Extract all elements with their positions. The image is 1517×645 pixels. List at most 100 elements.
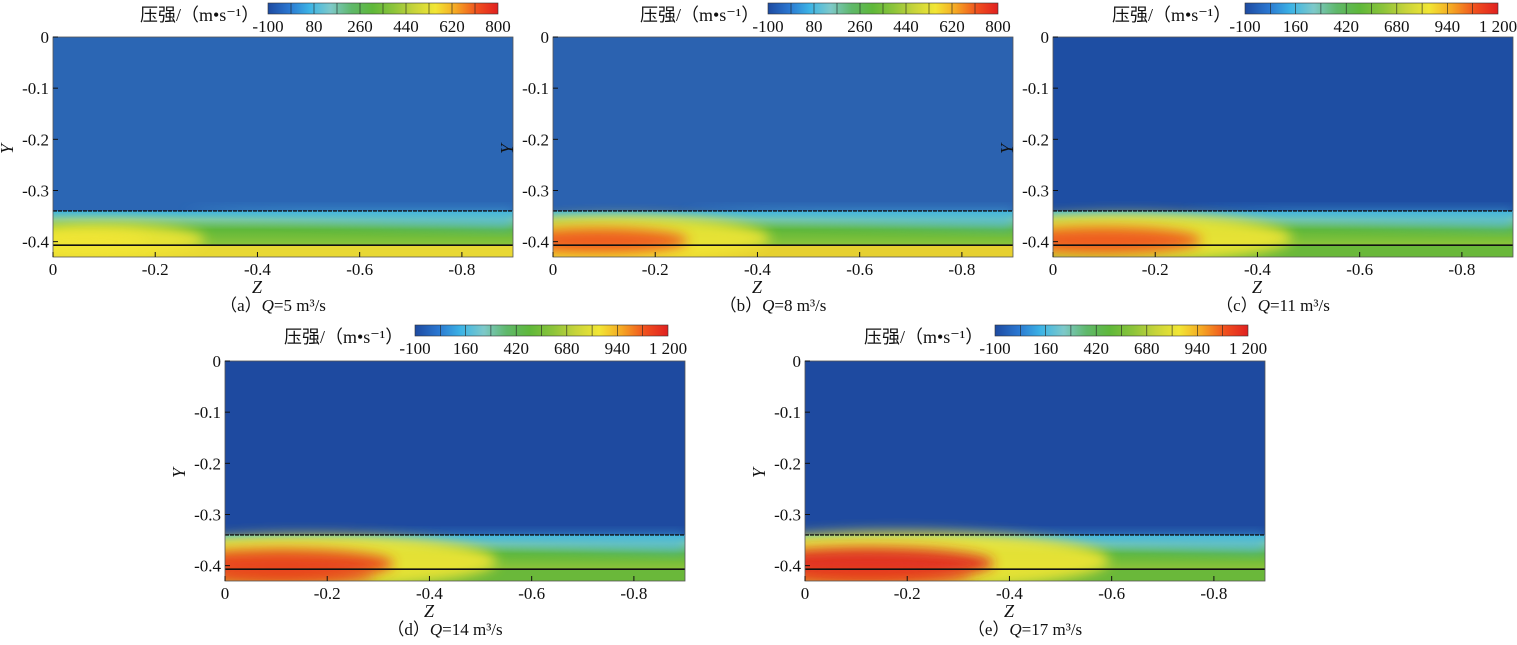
caption-flow: =17 m³/s (1022, 620, 1083, 639)
colorbar-tick-label: 420 (503, 339, 529, 358)
colorbar-tick-label: -100 (399, 339, 430, 358)
colorbar-tick-label: 620 (939, 17, 965, 36)
caption-prefix: （a） (220, 296, 262, 315)
colorbar: -100 160 420 680 940 1 200 压强/（m•s⁻¹） (284, 324, 687, 358)
peak-pressure-zone (53, 232, 148, 252)
colorbar-tick-label: 80 (806, 17, 823, 36)
colorbar-tick-label: 940 (605, 339, 631, 358)
x-tick-label: -0.4 (244, 260, 271, 279)
caption-flow: =14 m³/s (442, 620, 503, 639)
plot-area (1053, 37, 1513, 257)
low-pressure-tail (680, 210, 1013, 229)
y-tick-label: -0.1 (1022, 79, 1049, 98)
y-axis-label: Y (749, 466, 769, 478)
colorbar: -100 80 260 440 620 800 压强/（m•s⁻¹） (140, 2, 511, 36)
colorbar-tick-label: 1 200 (1479, 17, 1517, 36)
x-axis-label: Z (1252, 277, 1263, 297)
colorbar-tick-label: -100 (252, 17, 283, 36)
panel-caption: （c）Q=11 m³/s (1216, 296, 1330, 315)
y-tick-label: 0 (41, 28, 50, 47)
colorbar-tick-label: 800 (485, 17, 511, 36)
panel-caption: （e）Q=17 m³/s (968, 620, 1082, 639)
caption-prefix: （e） (968, 620, 1010, 639)
x-axis-label: Z (252, 277, 263, 297)
panel-a: 0-0.2-0.4-0.6-0.80-0.1-0.2-0.3-0.4ZY（a）Q… (0, 2, 514, 315)
low-pressure-tail (1180, 210, 1513, 229)
y-tick-label: -0.3 (774, 505, 801, 524)
y-tick-label: -0.3 (22, 181, 49, 200)
y-tick-label: -0.2 (1022, 130, 1049, 149)
caption-q: Q (430, 620, 442, 639)
x-tick-label: -0.8 (620, 584, 647, 603)
caption-flow: =11 m³/s (1270, 296, 1330, 315)
panel-e: 0 -0.2 -0.4 -0.6 -0.80-0.1-0.2-0.3-0.4ZY（e）Q… (749, 324, 1267, 639)
low-pressure-tail (352, 534, 685, 553)
bottom-hot-zone (225, 567, 375, 581)
y-tick-label: -0.2 (774, 454, 801, 473)
caption-prefix: （c） (1216, 296, 1258, 315)
colorbar-tick-label: 680 (1384, 17, 1410, 36)
caption-flow: =8 m³/s (774, 296, 826, 315)
bottom-layer (553, 245, 1013, 257)
x-tick-label: 0 (221, 584, 230, 603)
y-tick-label: 0 (213, 352, 222, 371)
plot-frame (552, 36, 1014, 258)
plot-frame (804, 360, 1266, 582)
colorbar-tick-label: 80 (306, 17, 323, 36)
y-tick-label: -0.4 (774, 557, 801, 576)
colorbar-tick-label: 940 (1185, 339, 1211, 358)
y-axis-label: Y (497, 142, 517, 154)
x-axis-label: Z (752, 277, 763, 297)
x-tick-label: -0.2 (314, 584, 341, 603)
colorbar-tick-label: 1 200 (1229, 339, 1267, 358)
y-tick-label: -0.3 (1022, 181, 1049, 200)
x-tick-label: -0.4 (744, 260, 771, 279)
x-tick-label: -0.6 (846, 260, 873, 279)
colorbar-tick-label: 160 (1033, 339, 1059, 358)
x-axis-label: Z (424, 601, 435, 621)
y-tick-label: -0.1 (774, 403, 801, 422)
bottom-layer (53, 245, 513, 257)
colorbar-tick-label: 620 (439, 17, 465, 36)
x-tick-label: 0 (49, 260, 58, 279)
y-tick-label: -0.1 (194, 403, 221, 422)
y-tick-label: 0 (541, 28, 550, 47)
colorbar-title: 压强/（m•s⁻¹） (284, 327, 403, 347)
colorbar-title: 压强/（m•s⁻¹） (1112, 5, 1231, 25)
panel-b: 0 -0.2 -0.4 -0.6 -0.80-0.1-0.2-0.3-0.4ZY（b）Q… (497, 2, 1014, 315)
caption-q: Q (1009, 620, 1021, 639)
bottom-hot-zone (805, 567, 973, 581)
colorbar-tick-label: 260 (347, 17, 373, 36)
plot-frame (52, 36, 514, 258)
x-tick-label: 0 (1049, 260, 1058, 279)
colorbar: -100 160 420 680 940 1 200 压强/（m•s⁻¹） (1112, 2, 1517, 36)
panel-caption: （b）Q=8 m³/s (720, 296, 827, 315)
x-tick-label: -0.8 (948, 260, 975, 279)
y-tick-label: -0.4 (1022, 233, 1049, 252)
colorbar-tick-label: -100 (752, 17, 783, 36)
peak-pressure-zone (553, 228, 688, 254)
colorbar-tick-label: 160 (453, 339, 479, 358)
peak-pressure-zone (1053, 227, 1202, 254)
colorbar-title: 压强/（m•s⁻¹） (140, 5, 259, 25)
colorbar-tick-label: 800 (985, 17, 1011, 36)
x-tick-label: -0.4 (416, 584, 443, 603)
panel-c: 0 -0.2 -0.4 -0.6 -0.80-0.1-0.2-0.3-0.4ZY（c）Q… (997, 2, 1517, 315)
colorbar-tick-label: -100 (979, 339, 1010, 358)
x-tick-label: -0.2 (1142, 260, 1169, 279)
y-axis-label: Y (0, 142, 17, 154)
colorbar-tick-label: 680 (554, 339, 580, 358)
x-tick-label: -0.8 (1448, 260, 1475, 279)
colorbar-tick-label: 160 (1283, 17, 1309, 36)
y-axis-label: Y (169, 466, 189, 478)
x-tick-label: -0.6 (1346, 260, 1373, 279)
y-tick-label: -0.2 (522, 130, 549, 149)
x-tick-label: -0.6 (346, 260, 373, 279)
caption-flow: =5 m³/s (274, 296, 326, 315)
y-tick-label: -0.1 (22, 79, 49, 98)
plot-area (553, 37, 1013, 257)
panel-caption: （d）Q=14 m³/s (387, 620, 502, 639)
panel-caption: （a）Q=5 m³/s (220, 296, 326, 315)
caption-q: Q (1258, 296, 1270, 315)
y-tick-label: -0.4 (522, 233, 549, 252)
